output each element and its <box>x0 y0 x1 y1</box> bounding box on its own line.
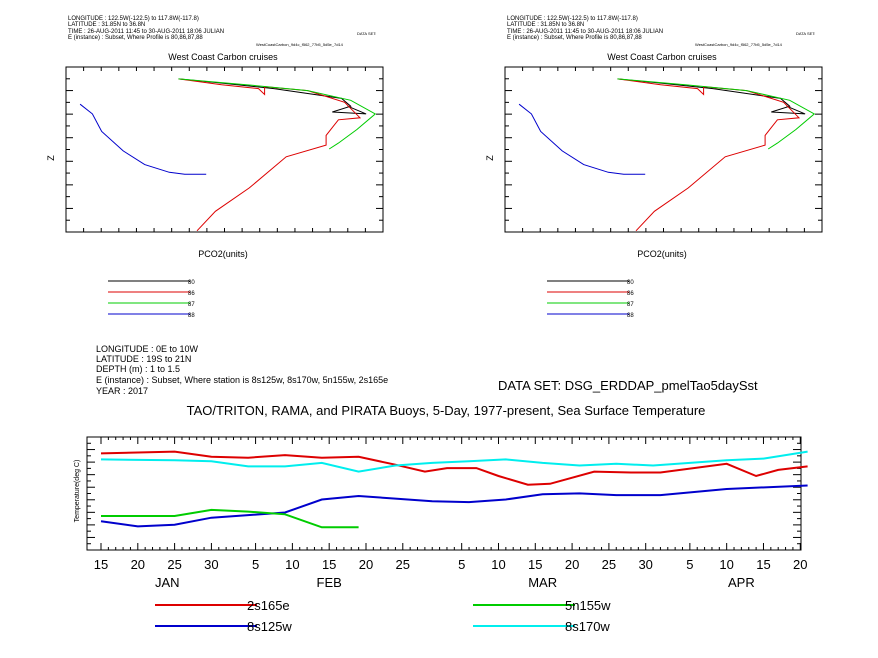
header-line-1: LATITUDE : 19S to 21N <box>96 354 191 364</box>
series-line-86 <box>617 78 801 232</box>
series-line-87 <box>617 78 816 150</box>
chart-title: West Coast Carbon cruises <box>168 52 278 62</box>
x-tick-label: 30 <box>204 557 218 572</box>
x-tick-label: 20 <box>793 557 807 572</box>
dataset-label: DATA SET: <box>357 31 376 36</box>
legend-label-86: 86 <box>188 291 195 297</box>
legend-label-80: 80 <box>627 280 634 286</box>
month-label-apr: APR <box>728 575 755 590</box>
profile-panel-left: LONGITUDE : 122.5W(-122.5) to 117.8W(-11… <box>46 16 384 319</box>
header-line-3: E (instance) : Subset, Where Profile is … <box>68 35 203 41</box>
header-line-2: TIME : 26-AUG-2011 11:45 to 30-AUG-2011 … <box>68 29 224 35</box>
x-tick-label: 15 <box>322 557 336 572</box>
legend-label-88: 88 <box>627 313 634 319</box>
legend-label-5n155w: 5n155w <box>565 598 611 613</box>
header-line-0: LONGITUDE : 0E to 10W <box>96 344 199 354</box>
x-tick-label: 25 <box>396 557 410 572</box>
header-line-2: TIME : 26-AUG-2011 11:45 to 30-AUG-2011 … <box>507 29 663 35</box>
dataset-label: DATA SET: DSG_ERDDAP_pmelTao5daySst <box>498 378 758 393</box>
legend: 80 86 87 88 <box>108 280 195 319</box>
x-tick-label: 15 <box>756 557 770 572</box>
legend-label-80: 80 <box>188 280 195 286</box>
dataset-label: DATA SET: <box>796 31 815 36</box>
x-tick-label: 25 <box>167 557 181 572</box>
x-tick-label: 20 <box>565 557 579 572</box>
x-tick-label: 20 <box>131 557 145 572</box>
x-tick-label: 15 <box>94 557 108 572</box>
month-label-mar: MAR <box>528 575 557 590</box>
x-axis-label: PCO2(units) <box>637 249 687 259</box>
plot-area <box>65 66 384 233</box>
header-line-3: E (instance) : Subset, Where station is … <box>96 375 388 385</box>
x-tick-label: 30 <box>638 557 652 572</box>
dataset-name: WestCoastCarbon_9d4c_f562_77b5_5d5e_7d14 <box>695 42 783 47</box>
x-tick-label: 10 <box>285 557 299 572</box>
x-tick-label: 10 <box>491 557 505 572</box>
month-label-jan: JAN <box>155 575 180 590</box>
x-tick-label: 25 <box>602 557 616 572</box>
legend-label-86: 86 <box>627 291 634 297</box>
plot-area <box>504 66 823 233</box>
x-tick-label: 5 <box>252 557 259 572</box>
header-line-1: LATITUDE : 31.85N to 36.8N <box>507 22 584 28</box>
legend-label-88: 88 <box>188 313 195 319</box>
series-line-86 <box>178 78 362 232</box>
x-tick-label: 10 <box>719 557 733 572</box>
y-axis-label: Temperature(deg C) <box>74 460 81 523</box>
x-tick-label: 5 <box>458 557 465 572</box>
plot-frame <box>65 66 384 233</box>
legend: 2s165e 8s125w 5n155w 8s170w <box>155 598 611 634</box>
month-label-feb: FEB <box>317 575 342 590</box>
header-line-4: YEAR : 2017 <box>96 386 148 396</box>
legend-label-8s125w: 8s125w <box>247 619 292 634</box>
header-line-1: LATITUDE : 31.85N to 36.8N <box>68 22 145 28</box>
plot-frame <box>504 66 823 233</box>
dataset-name: WestCoastCarbon_9d4c_f562_77b5_5d5e_7d14 <box>256 42 344 47</box>
series-line-80 <box>178 78 367 115</box>
profile-panel-right: LONGITUDE : 122.5W(-122.5) to 117.8W(-11… <box>485 16 823 319</box>
y-axis-label: Z <box>46 155 56 161</box>
x-tick-label: 20 <box>359 557 373 572</box>
header-line-2: DEPTH (m) : 1 to 1.5 <box>96 364 180 374</box>
chart-title: TAO/TRITON, RAMA, and PIRATA Buoys, 5-Da… <box>187 403 706 418</box>
series-line-87 <box>178 78 377 150</box>
series-line-80 <box>617 78 806 115</box>
series-line-8s170w <box>100 450 808 473</box>
legend-label-2s165e: 2s165e <box>247 598 290 613</box>
y-axis-label: Z <box>485 155 495 161</box>
timeseries-panel: LONGITUDE : 0E to 10W LATITUDE : 19S to … <box>74 344 808 634</box>
series-line-88 <box>518 103 646 175</box>
x-axis-label: PCO2(units) <box>198 249 248 259</box>
header-line-3: E (instance) : Subset, Where Profile is … <box>507 35 642 41</box>
x-tick-label: 5 <box>686 557 693 572</box>
x-tick-label: 15 <box>528 557 542 572</box>
series-line-88 <box>79 103 207 175</box>
legend-label-8s170w: 8s170w <box>565 619 610 634</box>
legend-label-87: 87 <box>188 302 195 308</box>
chart-title: West Coast Carbon cruises <box>607 52 717 62</box>
header-line-0: LONGITUDE : 122.5W(-122.5) to 117.8W(-11… <box>507 16 638 22</box>
series-line-5n155w <box>101 508 359 529</box>
header-line-0: LONGITUDE : 122.5W(-122.5) to 117.8W(-11… <box>68 16 199 22</box>
series-line-8s125w <box>100 484 808 528</box>
plot-area: 15 20 25 30 5 10 15 20 25 5 10 15 20 25 30 5 10 15 20 JAN FE… <box>86 436 808 590</box>
series-line-2s165e <box>100 450 808 486</box>
legend: 80 86 87 88 <box>547 280 634 319</box>
legend-label-87: 87 <box>627 302 634 308</box>
